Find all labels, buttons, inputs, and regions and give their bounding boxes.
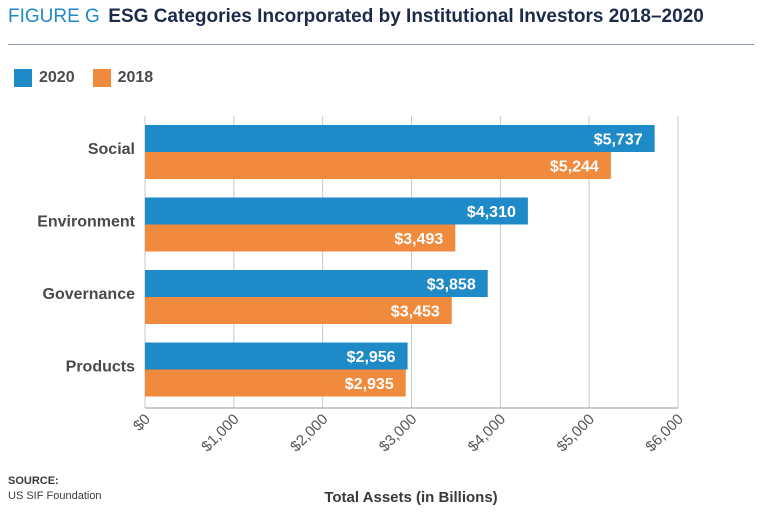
source-note: SOURCE: US SIF Foundation xyxy=(8,474,102,504)
x-tick-label-6: $6,000 xyxy=(642,411,686,455)
bar-2018-1 xyxy=(145,224,456,252)
legend-item-2020: 2020 xyxy=(14,69,75,87)
data-label-2018-3: $2,935 xyxy=(345,376,394,393)
legend-swatch-2020 xyxy=(14,69,32,87)
title-divider xyxy=(8,44,754,45)
bar-2018-3 xyxy=(145,369,406,397)
category-label-3: Products xyxy=(66,359,135,376)
x-tick-label-2: $2,000 xyxy=(287,411,331,455)
x-tick-label-1: $1,000 xyxy=(198,411,242,455)
figure-title: ESG Categories Incorporated by Instituti… xyxy=(108,6,704,27)
chart-legend: 2020 2018 xyxy=(14,66,171,90)
bar-2018-0 xyxy=(145,152,611,179)
chart-title: FIGURE G ESG Categories Incorporated by … xyxy=(8,6,758,36)
legend-label-2020: 2020 xyxy=(39,69,75,86)
data-label-2020-1: $4,310 xyxy=(467,204,516,221)
figure-label: FIGURE G xyxy=(8,6,100,27)
x-axis-title: Total Assets (in Billions) xyxy=(324,489,497,506)
legend-label-2018: 2018 xyxy=(117,69,154,86)
category-label-0: Social xyxy=(88,141,135,158)
category-label-2: Governance xyxy=(43,286,136,303)
x-tick-label-5: $5,000 xyxy=(554,411,598,455)
bar-2018-2 xyxy=(145,297,452,324)
bar-2020-2 xyxy=(145,270,488,297)
bar-2020-3 xyxy=(145,342,408,370)
x-tick-label-3: $3,000 xyxy=(376,411,420,455)
bar-2020-0 xyxy=(145,125,655,152)
legend-item-2018: 2018 xyxy=(92,69,154,87)
data-label-2020-0: $5,737 xyxy=(594,132,643,149)
data-label-2020-2: $3,858 xyxy=(427,277,476,294)
data-label-2018-1: $3,493 xyxy=(394,231,443,248)
x-tick-label-4: $4,000 xyxy=(465,411,509,455)
data-label-2018-2: $3,453 xyxy=(391,304,440,321)
legend-swatch-2018 xyxy=(92,69,111,87)
x-tick-label-0: $0 xyxy=(130,411,154,435)
bar-2020-1 xyxy=(145,197,528,225)
data-label-2018-0: $5,244 xyxy=(550,159,599,176)
category-label-1: Environment xyxy=(37,214,135,231)
data-label-2020-3: $2,956 xyxy=(347,349,396,366)
source-label: SOURCE: xyxy=(8,475,59,487)
source-text: US SIF Foundation xyxy=(8,490,102,502)
